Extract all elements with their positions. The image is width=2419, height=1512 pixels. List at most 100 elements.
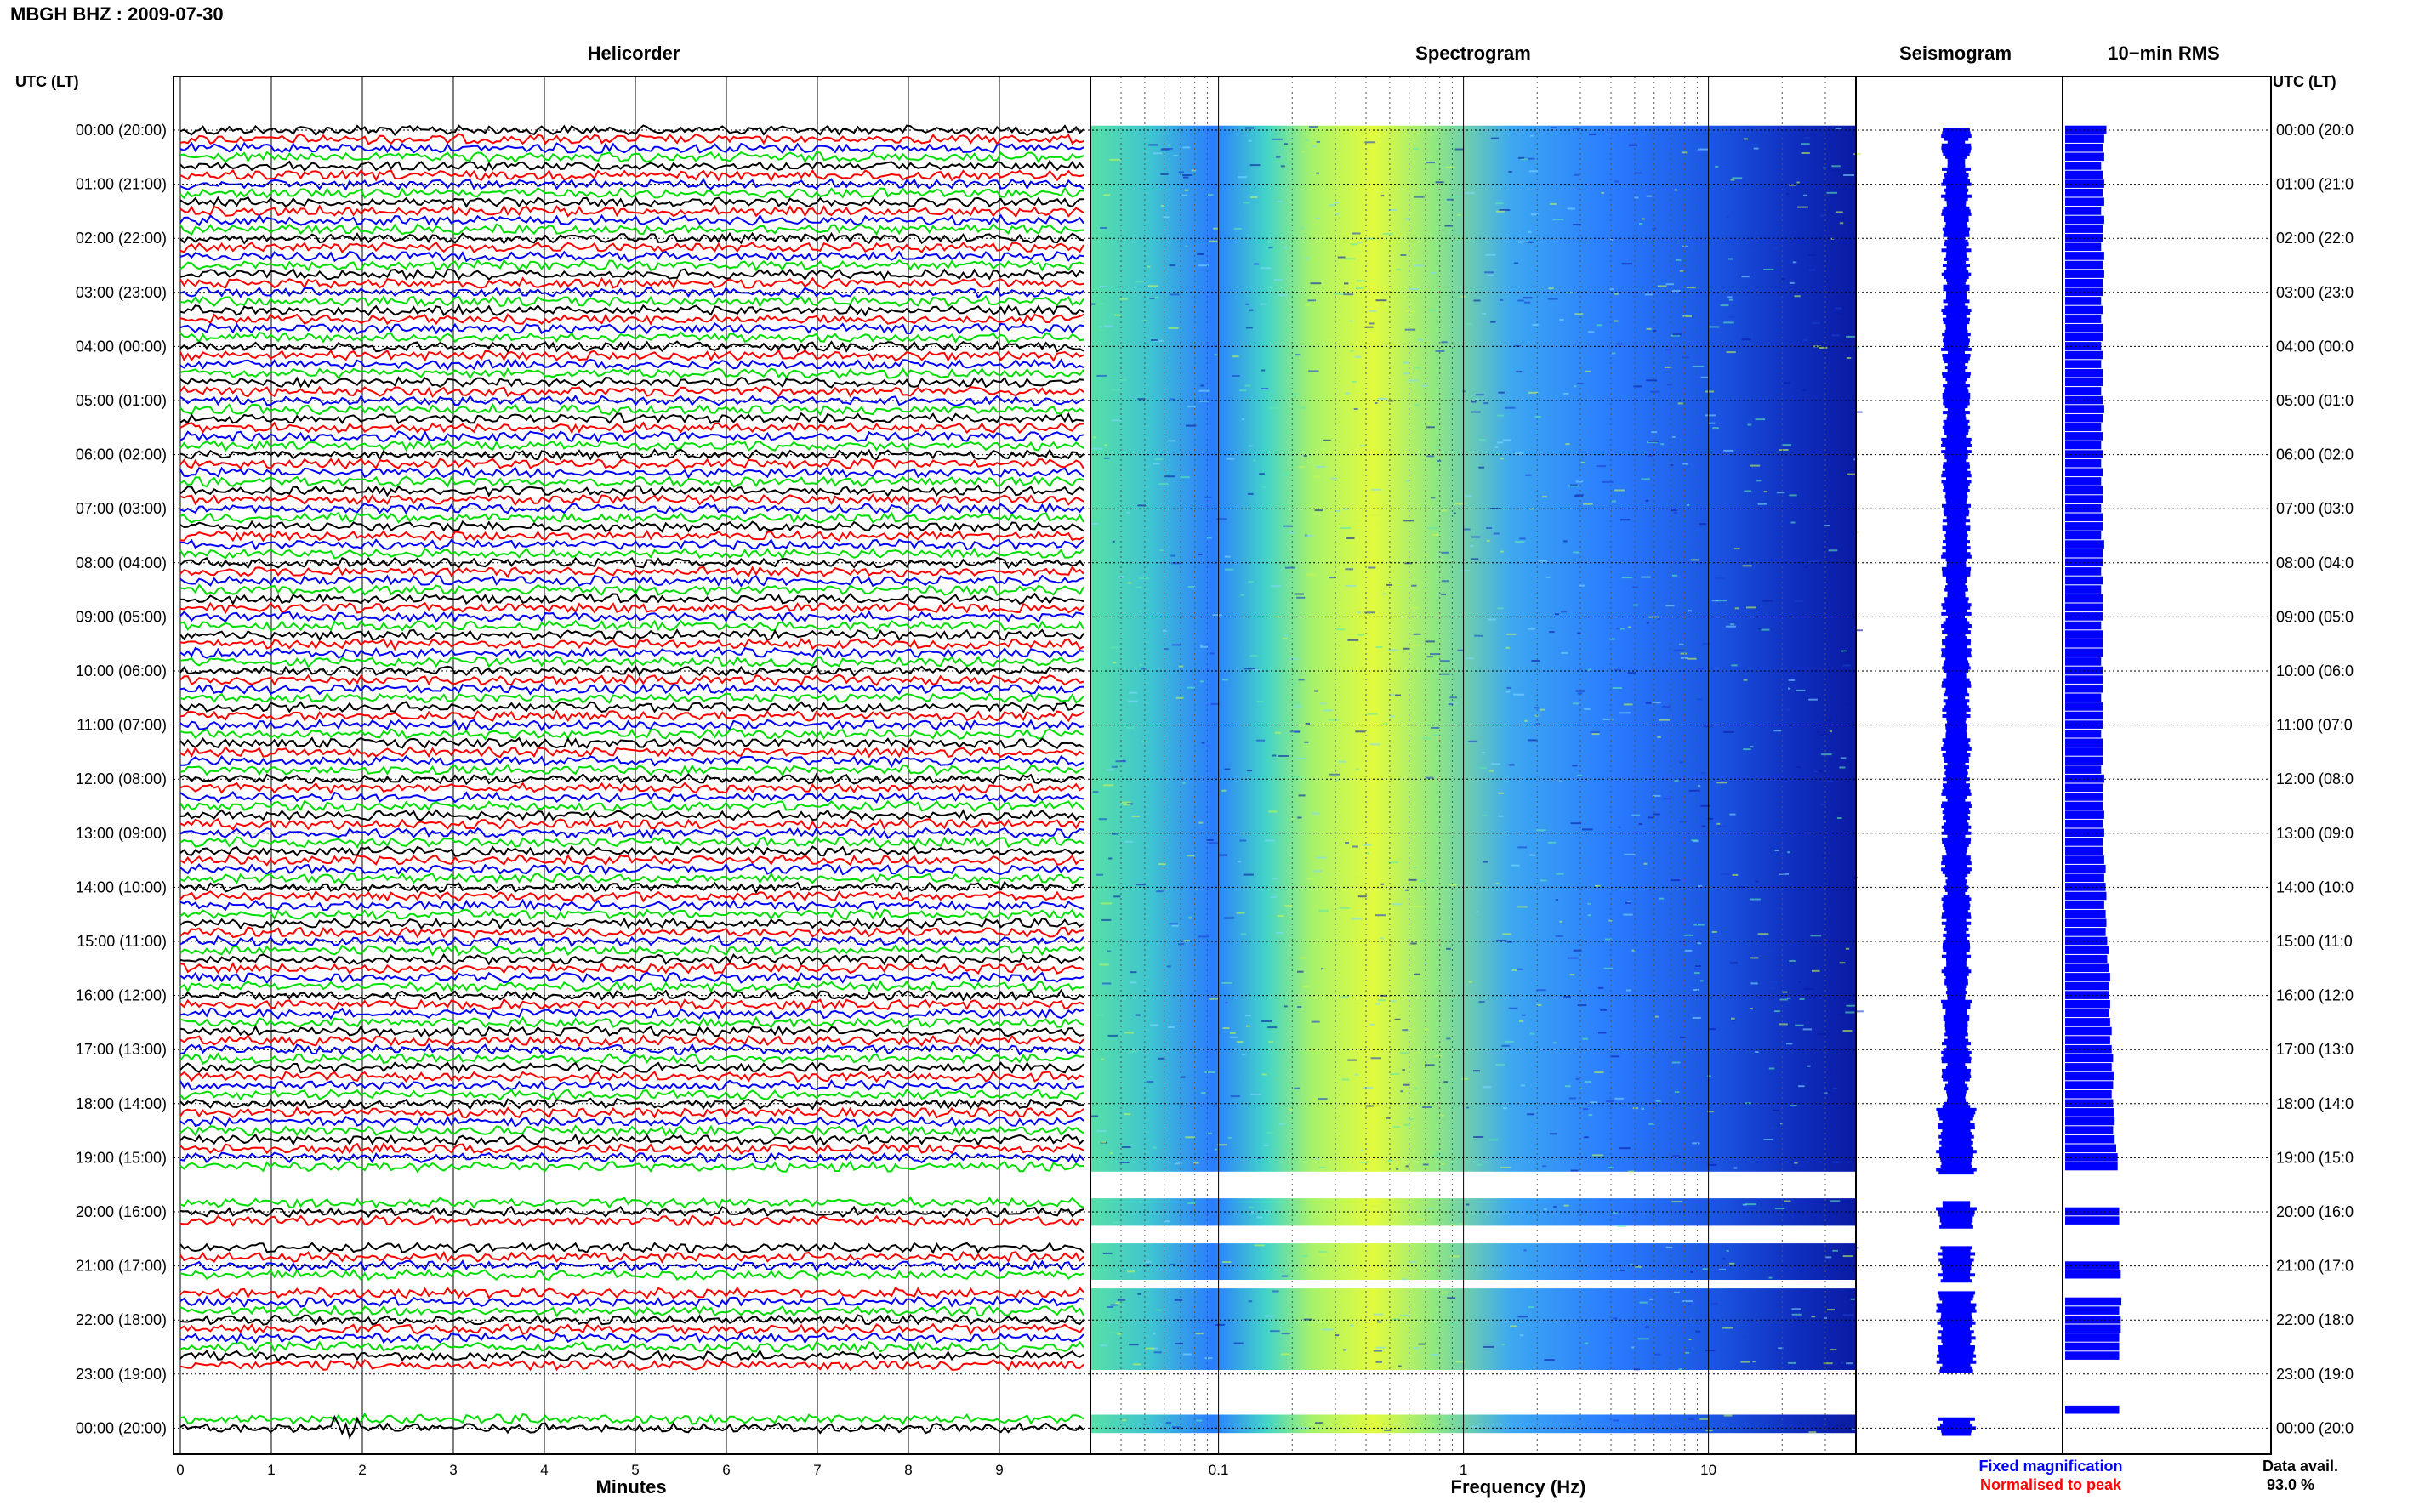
- spectrogram-speckle: [1321, 968, 1324, 970]
- spectrogram-speckle: [1142, 320, 1148, 322]
- spectrogram-speckle: [1729, 962, 1739, 964]
- spectrogram-speckle: [1328, 719, 1339, 721]
- spectrogram-speckle: [1508, 171, 1512, 173]
- spectrogram-speckle: [1437, 1151, 1443, 1154]
- spectrogram-speckle: [1305, 257, 1309, 259]
- rms-bar: [2065, 864, 2106, 873]
- spectrogram-row: [1090, 747, 1856, 758]
- spectrogram-speckle: [1819, 347, 1828, 349]
- spectrogram-row: [1090, 630, 1856, 640]
- spectrogram-speckle: [1413, 1347, 1420, 1350]
- spectrogram-speckle: [1803, 987, 1814, 990]
- spectrogram-speckle: [1549, 1133, 1557, 1135]
- helicorder-trace: [179, 286, 1084, 299]
- spectrogram-speckle: [1352, 845, 1358, 848]
- rms-bar: [2065, 729, 2102, 738]
- spectrogram-speckle: [1102, 1252, 1113, 1254]
- right-hour-label: 04:00 (00:0: [2276, 338, 2354, 355]
- right-hour-label: 01:00 (21:0: [2276, 176, 2354, 193]
- rms-bar: [2065, 639, 2103, 648]
- spectrogram-speckle: [1845, 947, 1850, 950]
- helicorder-trace: [179, 196, 1084, 208]
- spectrogram-speckle: [1383, 723, 1388, 725]
- spectrogram-speckle: [1224, 555, 1231, 558]
- spectrogram-speckle: [1178, 665, 1184, 668]
- spectrogram-speckle: [1561, 651, 1568, 654]
- spectrogram-speckle: [1403, 361, 1410, 364]
- spectrogram-row: [1090, 1036, 1856, 1046]
- spectrogram-speckle: [1839, 766, 1846, 769]
- spectrogram-speckle: [1101, 1058, 1105, 1060]
- spectrogram-speckle: [1425, 776, 1434, 779]
- left-hour-label: 11:00 (07:00): [77, 717, 167, 734]
- spectrogram-speckle: [1260, 267, 1272, 270]
- spectrogram-speckle: [1705, 1430, 1713, 1432]
- spectrogram-speckle: [1781, 444, 1792, 446]
- spectrogram-speckle: [1297, 970, 1304, 973]
- rms-bar: [2065, 954, 2108, 963]
- spectrogram-speckle: [1311, 1020, 1320, 1023]
- spectrogram-speckle: [1395, 694, 1402, 696]
- spectrogram-speckle: [1261, 1020, 1272, 1022]
- spectrogram-speckle: [1169, 293, 1180, 296]
- minute-tick-label: 1: [267, 1462, 275, 1478]
- spectrogram-speckle: [1625, 989, 1631, 992]
- helicorder-trace: [179, 178, 1084, 191]
- spectrogram-row: [1090, 297, 1856, 307]
- spectrogram-speckle: [1722, 1327, 1733, 1329]
- spectrogram-speckle: [1741, 276, 1750, 278]
- spectrogram-speckle: [1131, 816, 1140, 817]
- spectrogram-speckle: [1686, 504, 1690, 506]
- rms-bar: [2065, 883, 2106, 891]
- spectrogram-speckle: [1182, 1353, 1192, 1356]
- helicorder-trace: [179, 772, 1084, 786]
- spectrogram-speckle: [1254, 1244, 1265, 1247]
- spectrogram-row: [1090, 1162, 1856, 1172]
- spectrogram-speckle: [1801, 143, 1810, 145]
- spectrogram-speckle: [1267, 1026, 1278, 1029]
- helicorder-trace: [179, 664, 1084, 678]
- spectrogram-speckle: [1145, 1347, 1154, 1350]
- helicorder-trace: [180, 592, 1084, 605]
- spectrogram-speckle: [1146, 1081, 1153, 1083]
- right-hour-label: 13:00 (09:0: [2276, 825, 2354, 842]
- spectrogram-speckle: [1414, 973, 1420, 975]
- spectrogram-speckle: [1761, 628, 1770, 631]
- spectrogram-speckle: [1163, 216, 1170, 219]
- spectrogram-speckle: [1335, 510, 1340, 512]
- spectrogram-speckle: [1241, 418, 1244, 421]
- spectrogram-speckle: [1692, 1016, 1701, 1019]
- spectrogram-row: [1090, 738, 1856, 748]
- spectrogram-speckle: [1261, 1073, 1267, 1076]
- helicorder-trace: [179, 1061, 1084, 1074]
- spectrogram-speckle: [1841, 650, 1847, 652]
- spectrogram-speckle: [1808, 269, 1816, 271]
- spectrogram-speckle: [1831, 165, 1841, 168]
- spectrogram-speckle: [1715, 577, 1726, 580]
- spectrogram-row: [1090, 648, 1856, 658]
- seismogram-title: Seismogram: [1899, 43, 2012, 64]
- spectrogram-speckle: [1197, 253, 1204, 255]
- spectrogram-speckle: [1766, 987, 1775, 990]
- helicorder-trace: [179, 349, 1084, 362]
- rms-bar: [2065, 270, 2104, 278]
- spectrogram-speckle: [1477, 1163, 1483, 1166]
- spectrogram-speckle: [1349, 320, 1352, 322]
- spectrogram-speckle: [1612, 687, 1622, 689]
- rms-bar: [2065, 936, 2108, 946]
- spectrogram-speckle: [1470, 545, 1474, 548]
- spectrogram-speckle: [1405, 480, 1410, 482]
- left-hour-label: 19:00 (15:00): [76, 1149, 167, 1166]
- spectrogram-speckle: [1568, 1097, 1577, 1100]
- spectrogram-speckle: [1716, 822, 1721, 825]
- spectrogram-speckle: [1356, 287, 1364, 289]
- spectrogram-speckle: [1517, 156, 1525, 159]
- minute-tick-label: 7: [813, 1462, 821, 1478]
- spectrogram-speckle: [1648, 455, 1653, 457]
- spectrogram-speckle: [1582, 1108, 1589, 1111]
- helicorder-trace: [179, 844, 1084, 857]
- helicorder-trace: [179, 1015, 1084, 1029]
- spectrogram-speckle: [1448, 703, 1454, 706]
- spectrogram-speckle: [1820, 804, 1826, 806]
- spectrogram-speckle: [1478, 466, 1485, 469]
